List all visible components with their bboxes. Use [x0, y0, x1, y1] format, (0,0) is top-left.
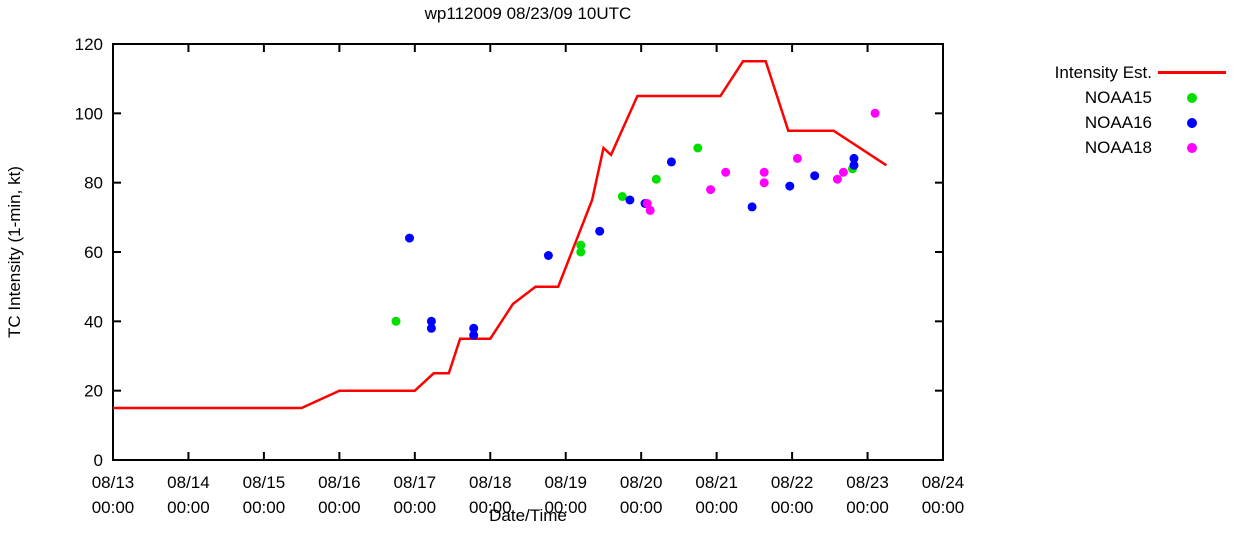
- svg-text:100: 100: [75, 104, 103, 123]
- noaa18-point: [645, 205, 655, 215]
- legend-swatch: [1187, 92, 1197, 103]
- x-axis-label: Date/Time: [489, 506, 567, 525]
- svg-text:08/17: 08/17: [394, 473, 437, 492]
- x-tick-labels: 08/13 00:00 08/14 00:00 08/15 00:00 08/16 00:00…: [92, 473, 965, 517]
- legend-item-noaa16: NOAA16: [1002, 110, 1232, 135]
- noaa15-point: [576, 240, 586, 250]
- svg-text:00:00: 00:00: [544, 498, 587, 517]
- svg-text:00:00: 00:00: [620, 498, 663, 517]
- noaa16-point: [426, 316, 436, 326]
- svg-text:08/24: 08/24: [922, 473, 965, 492]
- svg-text:00:00: 00:00: [922, 498, 965, 517]
- svg-text:00:00: 00:00: [318, 498, 361, 517]
- svg-text:08/16: 08/16: [318, 473, 361, 492]
- series-noaa18: [642, 108, 880, 215]
- svg-text:00:00: 00:00: [846, 498, 889, 517]
- noaa16-point: [747, 202, 757, 212]
- noaa16-point: [849, 160, 859, 170]
- noaa18-point: [832, 174, 842, 184]
- noaa16-point: [785, 181, 795, 191]
- chart-title: wp112009 08/23/09 10UTC: [424, 4, 632, 23]
- noaa18-point: [792, 153, 802, 163]
- noaa16-point: [666, 157, 676, 167]
- legend-swatch: [1187, 117, 1197, 128]
- noaa15-point: [617, 192, 627, 201]
- y-tick-labels: 0 20 40 60 80 100 120: [75, 35, 103, 470]
- noaa18-point: [870, 108, 880, 118]
- noaa18-point: [642, 199, 652, 208]
- svg-text:00:00: 00:00: [92, 498, 135, 517]
- noaa16-point: [849, 153, 859, 163]
- svg-text:40: 40: [84, 312, 103, 331]
- svg-text:20: 20: [84, 382, 103, 401]
- svg-text:00:00: 00:00: [469, 498, 512, 517]
- legend-label: NOAA16: [1084, 112, 1152, 132]
- svg-text:08/18: 08/18: [469, 473, 512, 492]
- noaa16-point: [469, 323, 479, 333]
- legend-dot-sample: [1152, 142, 1232, 153]
- noaa18-point: [721, 167, 731, 177]
- svg-text:0: 0: [94, 451, 103, 470]
- series-intensity-est-: [113, 60, 888, 410]
- noaa16-point: [810, 171, 820, 181]
- legend-swatch: [1187, 142, 1197, 153]
- noaa18-point: [759, 167, 769, 177]
- legend: Intensity Est. NOAA15 NOAA16 NOAA18: [1002, 60, 1232, 160]
- noaa16-point: [625, 195, 635, 205]
- legend-item-noaa15: NOAA15: [1002, 85, 1232, 110]
- noaa16-point: [426, 323, 436, 333]
- svg-text:08/22: 08/22: [771, 473, 814, 492]
- svg-text:08/21: 08/21: [695, 473, 738, 492]
- svg-text:60: 60: [84, 243, 103, 262]
- legend-label: Intensity Est.: [1054, 62, 1152, 82]
- legend-label: NOAA18: [1084, 137, 1152, 157]
- svg-text:00:00: 00:00: [167, 498, 210, 517]
- noaa18-point: [706, 185, 716, 195]
- svg-text:08/14: 08/14: [167, 473, 210, 492]
- svg-text:08/19: 08/19: [544, 473, 587, 492]
- noaa16-point: [405, 233, 414, 243]
- series-noaa15: [391, 143, 857, 326]
- noaa18-point: [759, 178, 769, 188]
- legend-item-noaa18: NOAA18: [1002, 135, 1232, 160]
- legend-item-intensity-est: Intensity Est.: [1002, 60, 1232, 85]
- svg-text:00:00: 00:00: [695, 498, 738, 517]
- svg-text:120: 120: [75, 35, 103, 54]
- svg-text:00:00: 00:00: [771, 498, 814, 517]
- svg-text:08/15: 08/15: [243, 473, 286, 492]
- plot-frame: [112, 43, 944, 461]
- noaa16-point: [543, 251, 553, 260]
- noaa15-point: [651, 174, 661, 184]
- svg-text:00:00: 00:00: [243, 498, 286, 517]
- svg-text:08/23: 08/23: [846, 473, 889, 492]
- legend-swatch: [1158, 71, 1226, 74]
- noaa15-point: [391, 316, 401, 326]
- noaa16-point: [469, 330, 479, 340]
- legend-line-sample: [1152, 71, 1232, 74]
- noaa16-point: [595, 226, 605, 236]
- svg-text:00:00: 00:00: [394, 498, 437, 517]
- legend-label: NOAA15: [1084, 87, 1152, 107]
- svg-text:08/20: 08/20: [620, 473, 663, 492]
- legend-dot-sample: [1152, 92, 1232, 103]
- svg-text:08/13: 08/13: [92, 473, 135, 492]
- series-noaa16: [405, 153, 859, 340]
- svg-text:80: 80: [84, 174, 103, 193]
- noaa15-point: [576, 247, 586, 257]
- noaa15-point: [693, 143, 703, 153]
- noaa18-point: [838, 167, 848, 177]
- legend-dot-sample: [1152, 117, 1232, 128]
